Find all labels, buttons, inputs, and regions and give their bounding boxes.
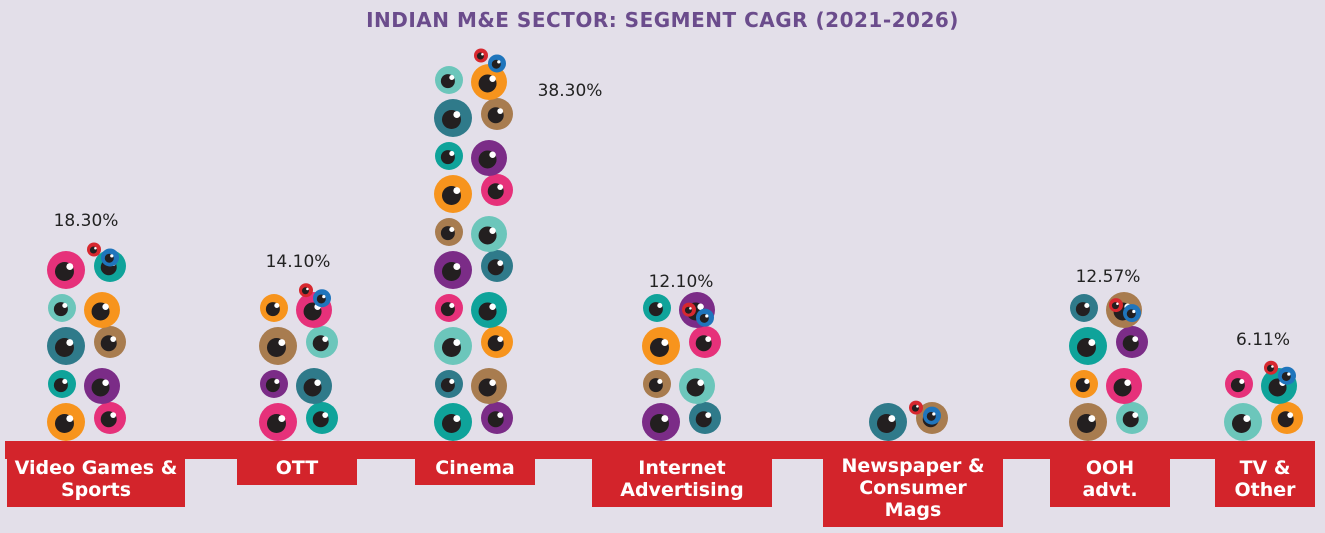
highlight xyxy=(314,379,321,387)
highlight xyxy=(932,412,936,416)
highlight xyxy=(1132,336,1139,342)
category-label: OOH advt. xyxy=(1050,441,1170,507)
value-label: 38.30% xyxy=(537,81,603,102)
value-label: 12.57% xyxy=(1075,267,1141,288)
highlight xyxy=(449,226,455,232)
highlight xyxy=(449,302,455,309)
highlight xyxy=(1088,415,1096,422)
highlight xyxy=(278,339,286,346)
highlight xyxy=(481,52,484,56)
category-label: Cinema xyxy=(415,441,535,485)
highlight xyxy=(322,294,326,299)
highlight xyxy=(62,378,68,385)
highlight xyxy=(497,184,504,190)
highlight xyxy=(66,339,74,346)
highlight xyxy=(66,263,74,270)
highlight xyxy=(453,415,461,422)
highlight xyxy=(657,378,663,385)
highlight xyxy=(110,254,114,258)
eye-column xyxy=(259,283,338,441)
highlight xyxy=(453,111,461,118)
highlight xyxy=(453,187,461,194)
highlight xyxy=(489,227,496,234)
highlight xyxy=(94,246,97,250)
value-label: 14.10% xyxy=(265,252,331,273)
highlight xyxy=(274,378,280,385)
highlight xyxy=(661,415,669,422)
category-label: Video Games & Sports xyxy=(7,441,185,507)
value-label: 12.10% xyxy=(648,271,714,292)
eye-column xyxy=(1224,360,1303,441)
highlight xyxy=(1084,378,1090,385)
highlight xyxy=(497,60,501,64)
highlight xyxy=(657,302,663,309)
highlight xyxy=(66,415,74,422)
highlight xyxy=(489,303,496,311)
eye-column xyxy=(1069,292,1148,441)
highlight xyxy=(689,307,692,310)
value-label: 6.11% xyxy=(1235,329,1291,350)
highlight xyxy=(1239,378,1245,385)
highlight xyxy=(1088,339,1096,346)
highlight xyxy=(102,379,109,387)
category-label: TV & Other xyxy=(1215,441,1315,507)
highlight xyxy=(110,412,117,418)
category-label: OTT xyxy=(237,441,357,485)
highlight xyxy=(705,412,712,418)
highlight xyxy=(1287,412,1294,418)
eye-column xyxy=(47,242,126,441)
value-label: 18.30% xyxy=(53,211,119,232)
highlight xyxy=(449,150,455,156)
chart-title: INDIAN M&E SECTOR: SEGMENT CAGR (2021-20… xyxy=(366,8,959,32)
highlight xyxy=(705,314,709,318)
highlight xyxy=(497,336,504,342)
eye-column xyxy=(642,292,721,441)
highlight xyxy=(661,339,669,346)
highlight xyxy=(489,75,496,83)
highlight xyxy=(449,378,455,385)
highlight xyxy=(274,302,280,309)
highlight xyxy=(888,415,896,422)
highlight xyxy=(497,412,504,418)
highlight xyxy=(1243,415,1251,422)
highlight xyxy=(278,415,286,422)
highlight xyxy=(62,302,68,309)
highlight xyxy=(453,263,461,270)
highlight xyxy=(489,151,496,158)
highlight xyxy=(453,339,461,346)
highlight xyxy=(1132,412,1139,418)
highlight xyxy=(322,336,329,342)
highlight xyxy=(1116,302,1119,306)
highlight xyxy=(1271,365,1274,368)
highlight xyxy=(497,108,504,115)
category-label: Newspaper & Consumer Mags xyxy=(823,441,1003,527)
highlight xyxy=(1132,309,1136,314)
highlight xyxy=(1287,372,1291,376)
category-label: Internet Advertising xyxy=(592,441,772,507)
highlight xyxy=(497,260,504,266)
highlight xyxy=(449,74,455,81)
eye-column xyxy=(869,400,948,441)
highlight xyxy=(705,336,712,342)
highlight xyxy=(916,405,919,408)
highlight xyxy=(1124,379,1131,387)
highlight xyxy=(322,412,329,418)
highlight xyxy=(306,287,309,291)
highlight xyxy=(1084,302,1090,309)
highlight xyxy=(102,303,109,311)
eye-column xyxy=(434,48,513,441)
highlight xyxy=(697,303,704,311)
highlight xyxy=(697,379,704,387)
highlight xyxy=(110,336,117,342)
highlight xyxy=(489,379,496,387)
